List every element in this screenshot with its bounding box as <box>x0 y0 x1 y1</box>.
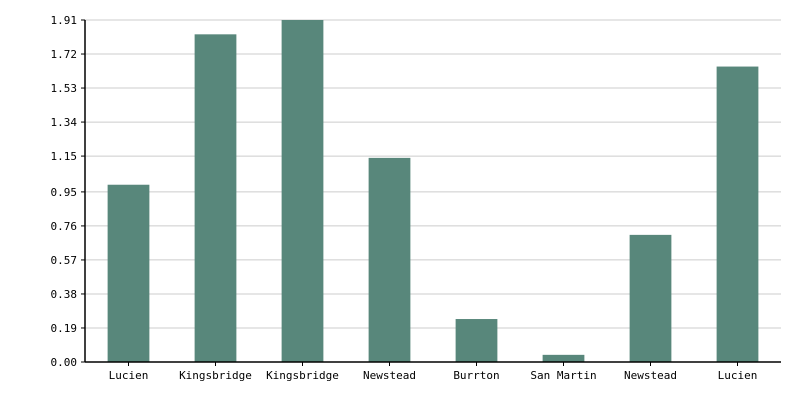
y-tick-label: 0.38 <box>51 288 78 301</box>
y-tick-label: 1.91 <box>51 14 78 27</box>
bar <box>369 158 411 362</box>
x-tick-label: Kingsbridge <box>266 369 339 382</box>
x-tick-labels: Lucien Kingsbridge Kingsbridge Newstead Burr… <box>109 369 758 382</box>
y-tick-label: 0.95 <box>51 186 78 199</box>
y-tick-label: 1.34 <box>51 116 78 129</box>
x-tick-label: Kingsbridge <box>179 369 252 382</box>
grid-lines <box>85 20 781 362</box>
bar <box>195 34 237 362</box>
x-tick-label: San Martin <box>530 369 596 382</box>
y-tick-labels: 0.00 0.19 0.38 0.57 0.76 0.95 1.15 1.34 1.53 1.72… <box>51 14 78 369</box>
y-tick-label: 1.53 <box>51 82 78 95</box>
axes <box>81 20 781 366</box>
bar <box>630 235 672 362</box>
y-tick-label: 0.19 <box>51 322 78 335</box>
bars <box>108 20 759 362</box>
x-tick-label: Lucien <box>109 369 149 382</box>
bar <box>456 319 498 362</box>
y-tick-label: 1.72 <box>51 48 78 61</box>
y-tick-label: 0.76 <box>51 220 78 233</box>
x-tick-label: Burrton <box>453 369 499 382</box>
bar <box>282 20 324 362</box>
bar <box>717 67 759 362</box>
x-tick-label: Lucien <box>718 369 758 382</box>
x-tick-label: Newstead <box>624 369 677 382</box>
y-tick-label: 0.57 <box>51 254 78 267</box>
x-tick-label: Newstead <box>363 369 416 382</box>
bar <box>108 185 150 362</box>
y-tick-label: 0.00 <box>51 356 78 369</box>
bar <box>543 355 585 362</box>
y-tick-label: 1.15 <box>51 150 78 163</box>
